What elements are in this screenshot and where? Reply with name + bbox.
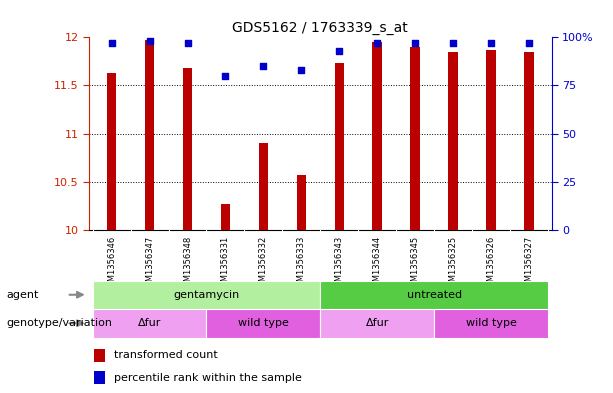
Point bbox=[183, 40, 192, 46]
Bar bbox=[321, 309, 434, 338]
Point bbox=[486, 40, 496, 46]
Text: GSM1356343: GSM1356343 bbox=[335, 236, 344, 292]
Text: wild type: wild type bbox=[238, 318, 289, 328]
Bar bbox=[321, 281, 548, 309]
Bar bbox=[221, 204, 230, 230]
Text: GSM1356344: GSM1356344 bbox=[373, 236, 382, 292]
Text: wild type: wild type bbox=[465, 318, 516, 328]
Text: GSM1356326: GSM1356326 bbox=[487, 236, 495, 292]
Point bbox=[297, 67, 306, 73]
Bar bbox=[94, 371, 105, 384]
Bar bbox=[259, 143, 268, 230]
Text: gentamycin: gentamycin bbox=[173, 290, 240, 300]
Bar bbox=[448, 52, 458, 230]
Text: Δfur: Δfur bbox=[138, 318, 161, 328]
Bar bbox=[183, 68, 192, 230]
Bar bbox=[410, 47, 420, 230]
Bar bbox=[93, 309, 207, 338]
Text: GSM1356346: GSM1356346 bbox=[107, 236, 116, 292]
Point bbox=[372, 40, 382, 46]
Point bbox=[221, 73, 230, 79]
Text: GSM1356327: GSM1356327 bbox=[525, 236, 533, 292]
Text: GSM1356332: GSM1356332 bbox=[259, 236, 268, 292]
Point bbox=[448, 40, 458, 46]
Point bbox=[259, 63, 268, 69]
Point bbox=[410, 40, 420, 46]
Text: GSM1356325: GSM1356325 bbox=[449, 236, 457, 292]
Bar bbox=[94, 349, 105, 362]
Text: GSM1356345: GSM1356345 bbox=[411, 236, 420, 292]
Text: untreated: untreated bbox=[406, 290, 462, 300]
Bar bbox=[145, 40, 154, 230]
Text: transformed count: transformed count bbox=[115, 350, 218, 360]
Text: GSM1356331: GSM1356331 bbox=[221, 236, 230, 292]
Bar bbox=[524, 52, 534, 230]
Bar bbox=[434, 309, 548, 338]
Text: GSM1356347: GSM1356347 bbox=[145, 236, 154, 292]
Text: genotype/variation: genotype/variation bbox=[6, 318, 112, 328]
Point bbox=[334, 48, 344, 54]
Point bbox=[107, 40, 116, 46]
Bar bbox=[107, 73, 116, 230]
Bar bbox=[373, 42, 382, 230]
Text: GSM1356333: GSM1356333 bbox=[297, 236, 306, 292]
Text: percentile rank within the sample: percentile rank within the sample bbox=[115, 373, 302, 383]
Text: Δfur: Δfur bbox=[365, 318, 389, 328]
Text: GSM1356348: GSM1356348 bbox=[183, 236, 192, 292]
Point bbox=[524, 40, 534, 46]
Point bbox=[145, 38, 154, 44]
Bar bbox=[486, 50, 496, 230]
Bar bbox=[297, 175, 306, 230]
Bar bbox=[93, 281, 321, 309]
Text: agent: agent bbox=[6, 290, 39, 300]
Title: GDS5162 / 1763339_s_at: GDS5162 / 1763339_s_at bbox=[232, 21, 408, 35]
Bar bbox=[207, 309, 321, 338]
Bar bbox=[335, 63, 344, 230]
